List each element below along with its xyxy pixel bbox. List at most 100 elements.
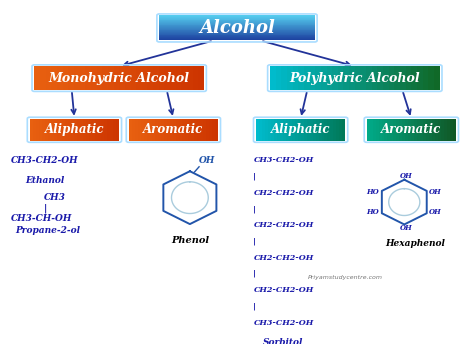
Bar xyxy=(185,119,188,141)
Bar xyxy=(159,21,315,22)
Bar xyxy=(262,119,265,141)
Text: HO: HO xyxy=(366,208,379,216)
Bar xyxy=(450,119,453,141)
Text: CH2-CH2-OH: CH2-CH2-OH xyxy=(254,286,314,294)
Bar xyxy=(206,119,209,141)
Bar xyxy=(68,119,72,141)
Bar xyxy=(438,119,441,141)
Bar xyxy=(406,66,411,90)
Bar xyxy=(159,30,315,31)
Bar xyxy=(444,119,447,141)
Bar xyxy=(116,119,119,141)
Bar xyxy=(159,23,315,24)
Text: CH2-CH2-OH: CH2-CH2-OH xyxy=(254,221,314,229)
Bar xyxy=(159,27,315,28)
Bar xyxy=(394,66,400,90)
Bar xyxy=(159,24,315,25)
Bar xyxy=(277,119,280,141)
Bar xyxy=(92,119,95,141)
Bar xyxy=(423,119,426,141)
Text: |: | xyxy=(254,270,256,278)
Bar xyxy=(167,119,170,141)
Bar xyxy=(47,119,51,141)
Bar xyxy=(434,66,439,90)
Text: Aromatic: Aromatic xyxy=(143,123,203,136)
Bar xyxy=(159,40,315,41)
Bar xyxy=(158,119,162,141)
Bar xyxy=(36,119,38,141)
Bar xyxy=(159,38,315,39)
Bar xyxy=(176,66,182,90)
Bar xyxy=(310,119,312,141)
Bar xyxy=(375,119,379,141)
Bar xyxy=(332,66,338,90)
Bar xyxy=(170,119,173,141)
Bar xyxy=(85,66,91,90)
Bar xyxy=(370,119,373,141)
Bar xyxy=(57,66,63,90)
Text: Priyamstudycentre.com: Priyamstudycentre.com xyxy=(308,275,383,280)
Bar xyxy=(389,66,394,90)
Bar xyxy=(435,119,438,141)
Bar xyxy=(280,119,283,141)
Bar xyxy=(441,119,444,141)
Bar xyxy=(63,66,68,90)
Text: |: | xyxy=(44,204,47,213)
Text: |: | xyxy=(254,205,256,213)
Bar xyxy=(432,119,435,141)
Bar xyxy=(146,119,149,141)
Text: CH2-CH2-OH: CH2-CH2-OH xyxy=(254,189,314,197)
Bar xyxy=(339,119,342,141)
Bar xyxy=(287,66,292,90)
Bar xyxy=(72,119,74,141)
Bar xyxy=(159,29,315,30)
Bar xyxy=(198,66,204,90)
Bar xyxy=(159,36,315,37)
Bar xyxy=(330,119,333,141)
Bar xyxy=(159,33,315,34)
Bar xyxy=(328,119,330,141)
Bar xyxy=(119,66,125,90)
Bar xyxy=(187,66,193,90)
Bar xyxy=(301,119,304,141)
Text: Hexaphenol: Hexaphenol xyxy=(385,239,445,248)
Bar xyxy=(164,119,167,141)
Bar xyxy=(159,37,315,38)
Text: Aliphatic: Aliphatic xyxy=(45,123,104,136)
Bar xyxy=(130,66,136,90)
Bar xyxy=(295,119,298,141)
Bar xyxy=(83,119,86,141)
Bar xyxy=(191,119,194,141)
Bar xyxy=(42,119,45,141)
Bar xyxy=(212,119,215,141)
Bar xyxy=(114,66,119,90)
Text: OH: OH xyxy=(400,225,412,233)
Bar xyxy=(107,119,110,141)
Bar xyxy=(97,66,102,90)
Text: Ethanol: Ethanol xyxy=(25,175,64,184)
Bar xyxy=(338,66,344,90)
Bar xyxy=(135,119,137,141)
Bar xyxy=(193,66,198,90)
Bar xyxy=(384,119,387,141)
Bar xyxy=(51,119,54,141)
Bar xyxy=(68,66,74,90)
Bar xyxy=(200,119,203,141)
Text: OH: OH xyxy=(400,172,412,180)
Bar xyxy=(283,119,286,141)
Bar xyxy=(383,66,389,90)
Bar xyxy=(271,119,274,141)
Text: Monohydric Alcohol: Monohydric Alcohol xyxy=(49,72,190,85)
Text: CH2-CH2-OH: CH2-CH2-OH xyxy=(254,254,314,262)
Bar xyxy=(428,66,434,90)
Bar xyxy=(286,119,289,141)
Bar xyxy=(402,119,405,141)
Bar xyxy=(292,119,295,141)
Bar xyxy=(147,66,153,90)
Bar xyxy=(349,66,355,90)
Bar xyxy=(159,15,315,16)
Bar xyxy=(46,66,51,90)
Bar xyxy=(411,66,417,90)
Bar xyxy=(342,119,346,141)
Bar xyxy=(132,119,135,141)
